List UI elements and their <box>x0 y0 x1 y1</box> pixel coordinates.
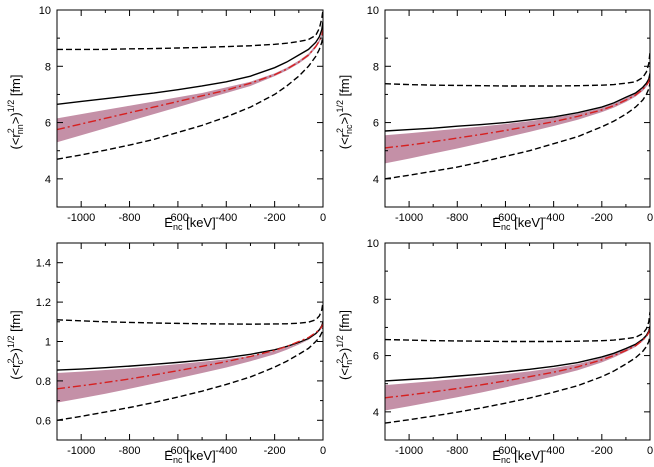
x-tick-label: -200 <box>264 445 286 457</box>
y-tick-label: 1 <box>45 337 51 349</box>
x-tick-label: -200 <box>591 445 613 457</box>
uncertainty-band <box>57 28 323 143</box>
x-tick-label: -800 <box>446 212 468 224</box>
series-line-dashed-upper <box>385 311 650 343</box>
y-tick-label: 0.6 <box>36 415 51 427</box>
series-group <box>385 52 650 180</box>
x-tick-label: 0 <box>320 212 326 224</box>
y-axis-label: (<r2nn>)1/2 [fm] <box>6 75 25 150</box>
x-tick-label: -800 <box>446 445 468 457</box>
x-tick-label: -1000 <box>395 212 423 224</box>
x-axis-label: Enc [keV] <box>164 215 215 232</box>
series-line-dashdot <box>57 29 323 131</box>
plot-frame <box>56 242 324 441</box>
x-tick-label: -400 <box>543 212 565 224</box>
series-group <box>385 311 650 424</box>
panel-bottom-left: -1000 -800 -600 -400 -200 0 0.6 0.8 1 1.2 1.4 Enc … <box>6 242 326 465</box>
y-tick-label: 6 <box>45 118 51 130</box>
y-axis-label: (<r2nc>)1/2 [fm] <box>335 75 354 150</box>
plot-area: -1000 -800 -600 -400 -200 0 4 6 8 10 <box>367 238 653 457</box>
y-tick-label: 4 <box>45 174 51 186</box>
panel-top-left: -1000 -800 -600 -400 -200 0 4 6 8 10 Enc [keV] (<… <box>6 5 326 232</box>
x-tick-label: -400 <box>215 212 237 224</box>
x-tick-label: -400 <box>215 445 237 457</box>
series-line-dashed-lower <box>385 335 650 424</box>
y-tick-label: 0.8 <box>36 376 51 388</box>
series-line-dashed-lower <box>385 83 650 180</box>
x-tick-label: 0 <box>647 212 653 224</box>
series-line-dashed-lower <box>57 327 323 421</box>
x-tick-label: -800 <box>119 445 141 457</box>
plot-frame <box>56 9 324 208</box>
series-group <box>57 10 323 160</box>
x-tick-label: -200 <box>264 212 286 224</box>
x-tick-label: -600 <box>167 445 189 457</box>
plot-frame <box>384 242 651 441</box>
series-line-dashed-upper <box>57 301 323 325</box>
y-tick-label: 6 <box>373 118 379 130</box>
series-line-dashdot <box>57 323 323 390</box>
x-axis-label: Enc [keV] <box>492 215 543 232</box>
series-line-dashdot <box>385 328 650 399</box>
x-tick-label: -200 <box>591 212 613 224</box>
series-line-solid <box>385 73 650 132</box>
series-line-dashed-upper <box>57 10 323 51</box>
uncertainty-band <box>57 322 323 403</box>
y-tick-label: 4 <box>373 174 379 186</box>
y-tick-label: 8 <box>373 61 379 73</box>
series-line-dashed-lower <box>57 35 323 160</box>
y-tick-label: 10 <box>367 238 379 250</box>
series-line-dashed-upper <box>385 52 650 87</box>
x-tick-label: -600 <box>167 212 189 224</box>
uncertainty-band <box>385 75 650 164</box>
x-tick-label: -1000 <box>67 445 95 457</box>
y-tick-label: 8 <box>373 294 379 306</box>
y-axis-label: (<r2n>)1/2 [fm] <box>335 310 354 380</box>
series-line-solid <box>57 21 323 105</box>
y-tick-label: 1.2 <box>36 297 51 309</box>
series-group <box>57 301 323 421</box>
x-tick-label: -1000 <box>395 445 423 457</box>
y-axis-label: (<r2c>)1/2 [fm] <box>6 310 25 379</box>
plot-area: -1000 -800 -600 -400 -200 0 4 6 8 10 <box>367 5 653 224</box>
x-tick-label: -600 <box>494 212 516 224</box>
x-tick-label: 0 <box>320 445 326 457</box>
x-tick-label: 0 <box>647 445 653 457</box>
x-tick-label: -400 <box>543 445 565 457</box>
panel-bottom-right: -1000 -800 -600 -400 -200 0 4 6 8 10 Enc [keV] (<… <box>335 238 653 465</box>
series-line-solid <box>385 325 650 382</box>
panel-top-right: -1000 -800 -600 -400 -200 0 4 6 8 10 Enc [keV] (<… <box>335 5 653 232</box>
plot-area: -1000 -800 -600 -400 -200 0 4 6 8 10 <box>39 5 326 224</box>
y-tick-label: 10 <box>367 5 379 17</box>
x-axis-label: Enc [keV] <box>492 448 543 465</box>
y-tick-label: 4 <box>373 407 379 419</box>
x-tick-label: -1000 <box>67 212 95 224</box>
y-tick-label: 10 <box>39 5 51 17</box>
x-tick-label: -600 <box>494 445 516 457</box>
y-tick-label: 1.4 <box>36 258 51 270</box>
x-axis-label: Enc [keV] <box>164 448 215 465</box>
plot-area: -1000 -800 -600 -400 -200 0 0.6 0.8 1 1.2 1.4 <box>36 242 326 457</box>
y-tick-label: 8 <box>45 61 51 73</box>
plot-frame <box>384 9 651 208</box>
x-tick-label: -800 <box>119 212 141 224</box>
series-line-dashdot <box>385 77 650 149</box>
y-tick-label: 6 <box>373 351 379 363</box>
